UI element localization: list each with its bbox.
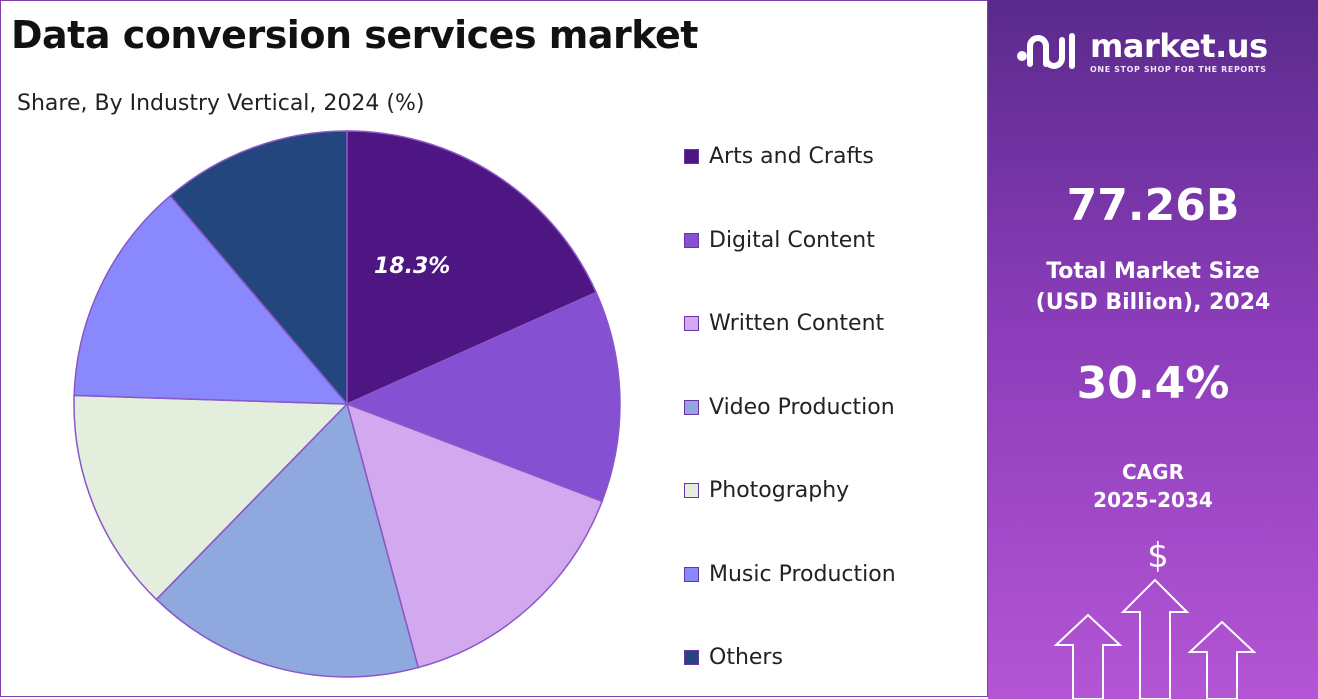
legend-item: Others [684,645,783,670]
brand-logo: market.us ONE STOP SHOP FOR THE REPORTS [1014,30,1268,74]
pie-slice-photography [73,394,349,601]
legend-label: Digital Content [709,227,875,253]
legend-item: Arts and Crafts [684,144,874,169]
legend-swatch [684,149,699,164]
pie-slice-others [169,130,348,407]
chart-panel: Data conversion services market Share, B… [0,0,988,697]
legend-swatch [684,316,699,331]
growth-arrows-icon [1053,578,1257,699]
legend-item: Digital Content [684,228,875,253]
pie-slice-video-production [155,402,420,678]
pie-slice-digital-content [345,291,621,503]
cagr-label-line2: 2025-2034 [1093,488,1213,512]
pie-slice-music-production [73,194,349,405]
brand-tagline: ONE STOP SHOP FOR THE REPORTS [1090,65,1267,74]
market-size-label-line1: Total Market Size [1046,259,1260,284]
legend-swatch [684,399,699,415]
legend-label: Written Content [709,311,885,336]
legend-item: Photography [684,478,849,503]
legend-swatch [684,483,699,498]
legend-label: Photography [709,478,850,503]
legend-swatch [684,650,699,665]
legend-label: Video Production [709,394,895,420]
cagr-value: 30.4% [1076,358,1230,409]
cagr-label-line1: CAGR [1122,460,1184,484]
legend-swatch [684,232,699,248]
legend-item: Music Production [684,562,896,587]
pie-chart: 18.3% [73,130,621,678]
summary-sidebar: market.us ONE STOP SHOP FOR THE REPORTS … [988,0,1318,699]
market-us-logo-icon [1017,33,1075,69]
legend-label: Others [709,645,783,670]
pie-slice-data-label: 18.3% [374,254,450,279]
legend-swatch [684,566,699,582]
legend-label: Arts and Crafts [709,144,874,169]
dollar-icon: $ [1147,536,1169,576]
legend-label: Music Production [709,561,896,587]
chart-subtitle: Share, By Industry Vertical, 2024 (%) [17,91,425,116]
market-size-value: 77.26B [1066,180,1240,231]
legend-item: Video Production [684,395,895,420]
chart-title: Data conversion services market [11,13,698,57]
brand-name: market.us [1090,27,1268,65]
pie-slice-written-content [345,402,604,669]
market-size-label-line2: (USD Billion), 2024 [1035,290,1271,315]
pie-slice-arts-and-crafts [346,130,598,406]
legend-item: Written Content [684,311,884,336]
